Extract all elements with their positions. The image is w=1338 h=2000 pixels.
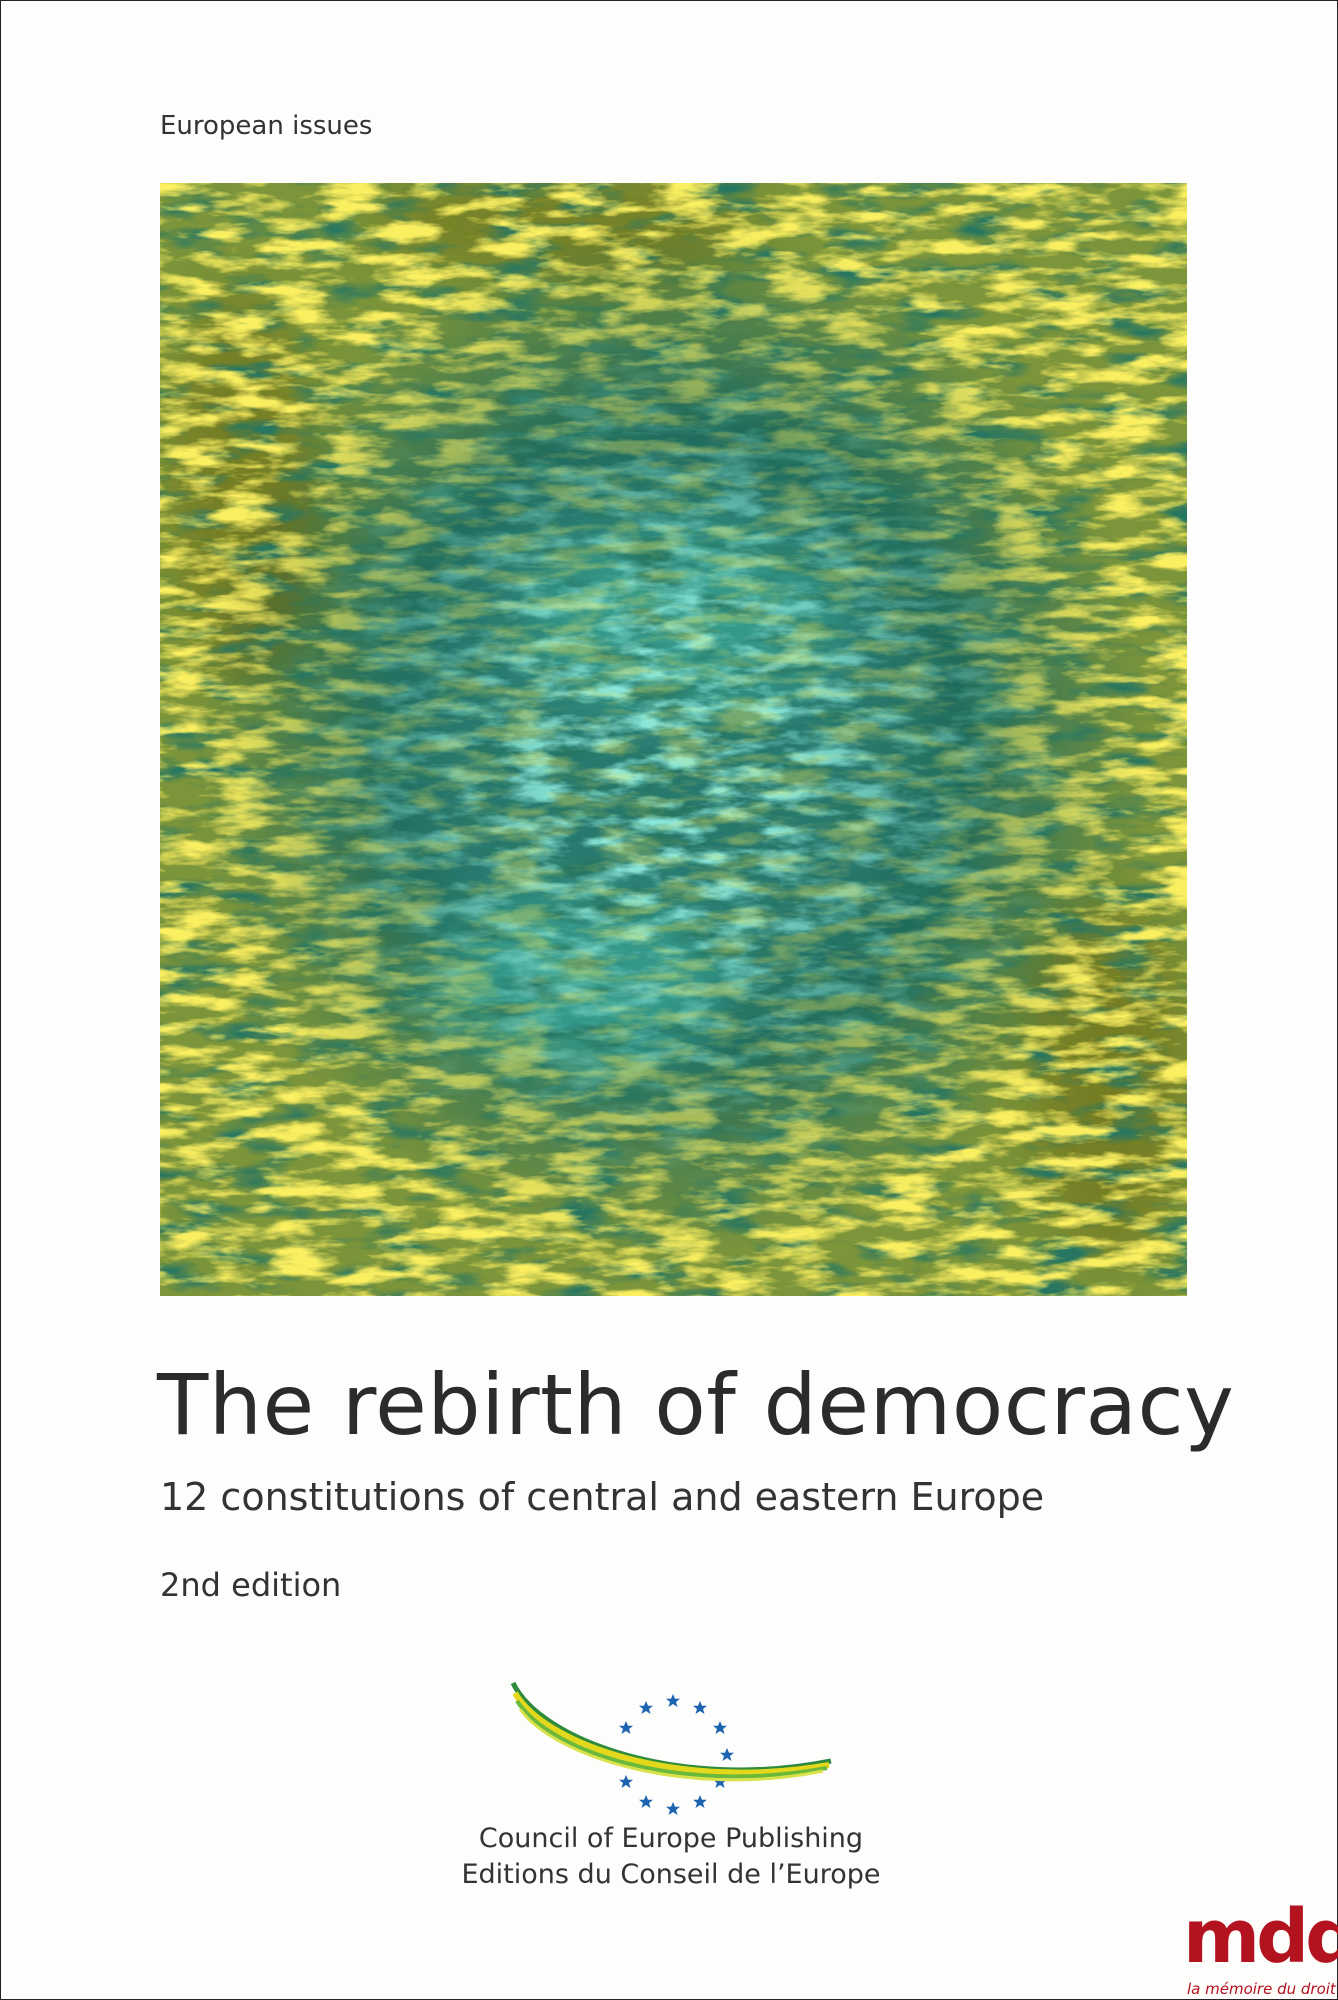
book-title: The rebirth of democracy	[157, 1356, 1235, 1454]
series-label: European issues	[160, 111, 373, 141]
watermark-tagline: la mémoire du droit	[1187, 1980, 1336, 1998]
book-subtitle: 12 constitutions of central and eastern …	[160, 1475, 1045, 1519]
cover-artwork	[160, 183, 1187, 1296]
edition-label: 2nd edition	[160, 1566, 342, 1604]
publisher-line: Editions du Conseil de l’Europe	[461, 1859, 881, 1890]
watermark: mdd la mémoire du droit	[1179, 1894, 1338, 2000]
watermark-logo: mdd	[1183, 1894, 1338, 1980]
publisher-line: Council of Europe Publishing	[478, 1823, 864, 1854]
publisher-logo	[510, 1681, 832, 1815]
